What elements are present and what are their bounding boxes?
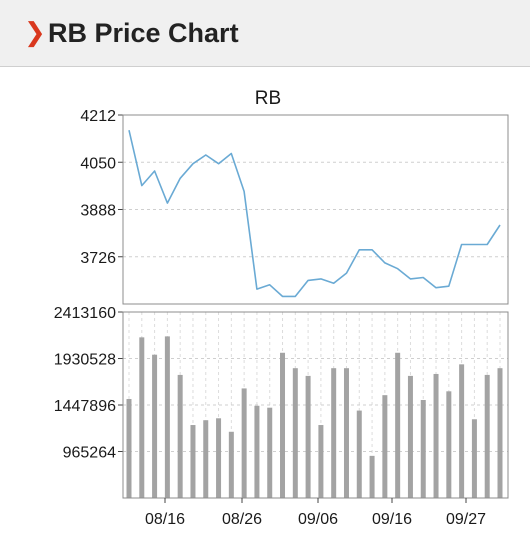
volume-bar — [407, 375, 413, 498]
price-y-tick-label: 3726 — [80, 250, 116, 267]
volume-bar — [126, 399, 132, 498]
volume-bar — [292, 368, 298, 498]
volume-plot-frame — [122, 311, 509, 499]
volume-bar — [484, 374, 490, 498]
volume-bar — [164, 336, 170, 498]
volume-y-tick-label: 1930528 — [54, 352, 116, 369]
volume-bar — [331, 368, 337, 498]
volume-bar — [395, 352, 401, 498]
chevron-right-icon: ❯ — [24, 18, 46, 48]
x-tick-label: 08/16 — [145, 511, 185, 528]
volume-bar — [420, 399, 426, 498]
x-tick-label: 09/27 — [446, 511, 486, 528]
volume-bar — [254, 405, 260, 498]
volume-bar — [471, 419, 477, 498]
volume-bar — [433, 373, 439, 498]
volume-bar — [139, 337, 145, 498]
volume-bar — [152, 354, 158, 498]
volume-bar — [228, 431, 234, 498]
x-tick-label: 09/16 — [372, 511, 412, 528]
volume-bar — [280, 352, 286, 498]
volume-y-tick-label: 2413160 — [54, 305, 116, 322]
volume-bar — [267, 407, 273, 498]
volume-bar — [190, 425, 196, 498]
volume-bar — [497, 368, 503, 498]
volume-bar — [216, 418, 222, 498]
page-header: ❯ RB Price Chart — [0, 0, 530, 67]
volume-bar — [343, 368, 349, 498]
volume-bar — [241, 388, 247, 498]
volume-bar — [203, 420, 209, 498]
price-y-tick-label: 4050 — [80, 155, 116, 172]
volume-bar — [356, 410, 362, 498]
price-chart-title: RB — [255, 88, 281, 109]
price-y-tick-label: 4212 — [80, 108, 116, 125]
volume-bar — [369, 455, 375, 498]
volume-bar — [382, 395, 388, 498]
price-line — [128, 130, 501, 298]
page-title: RB Price Chart — [48, 18, 239, 48]
volume-y-tick-label: 965264 — [63, 445, 116, 462]
price-plot-frame — [122, 114, 509, 305]
x-tick-label: 09/06 — [298, 511, 338, 528]
volume-y-tick-label: 1447896 — [54, 398, 116, 415]
volume-bar — [318, 425, 324, 498]
volume-bar — [305, 375, 311, 498]
volume-bar — [446, 391, 452, 498]
price-y-tick-label: 3888 — [80, 203, 116, 220]
volume-bar — [459, 364, 465, 498]
x-tick-label: 08/26 — [222, 511, 262, 528]
volume-bar — [177, 374, 183, 498]
